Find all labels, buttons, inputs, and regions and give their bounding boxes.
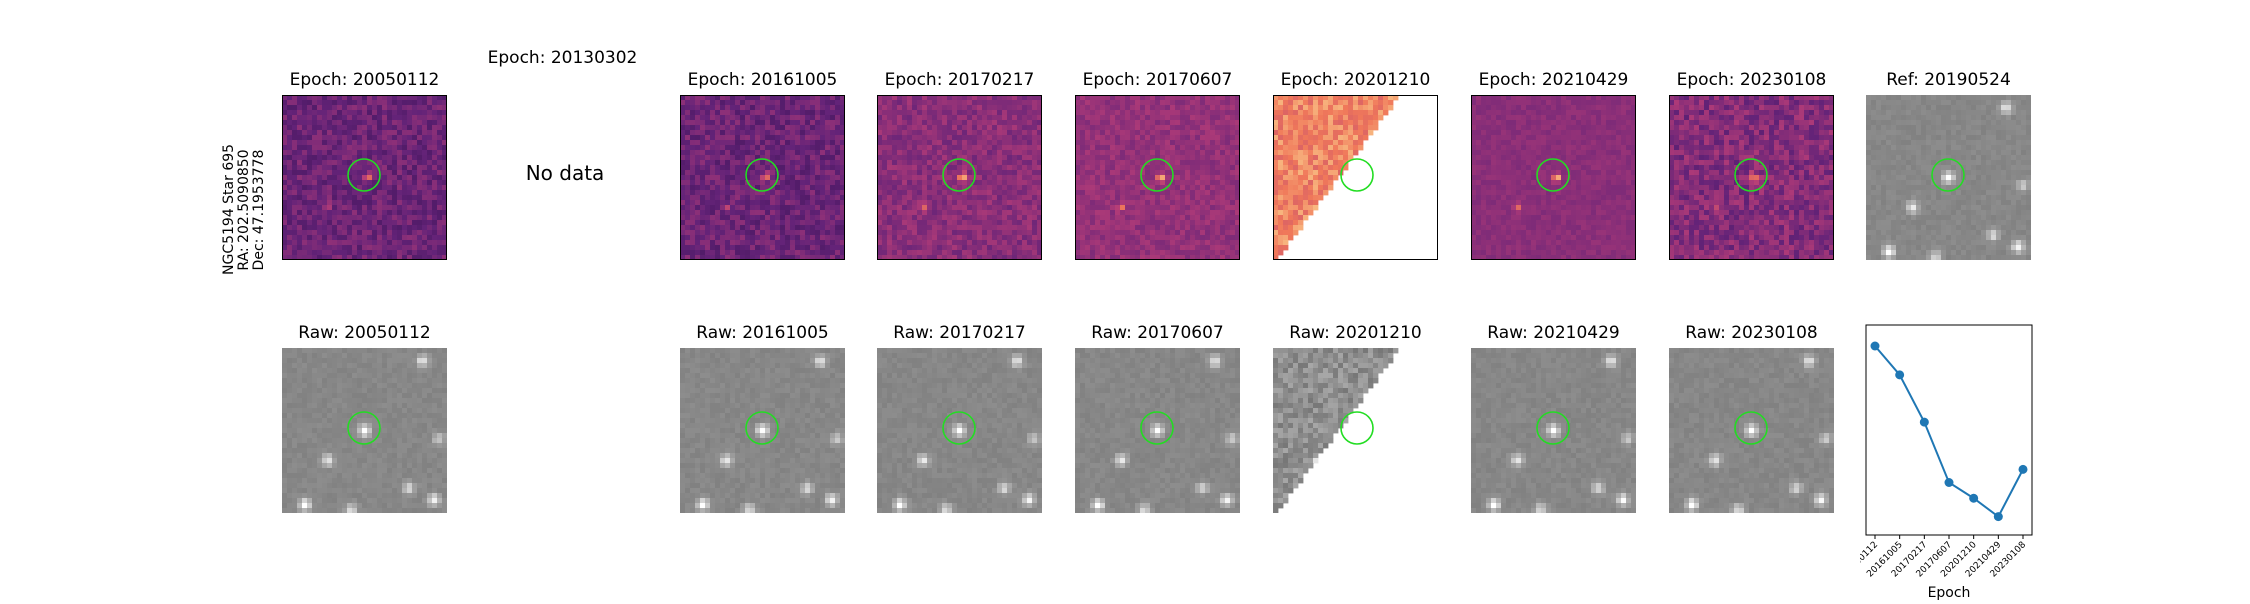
raw-image-3 bbox=[877, 348, 1042, 513]
raw-image-5 bbox=[1273, 348, 1438, 513]
epoch-image-4 bbox=[1075, 95, 1240, 260]
data-point-5 bbox=[1969, 494, 1978, 503]
chart-axes-frame bbox=[1866, 325, 2032, 535]
epoch-title-8: Epoch: 20230108 bbox=[1669, 70, 1834, 90]
diff-flux-chart-svg: 2005011220161005201702172017060720201210… bbox=[1860, 322, 2050, 600]
raw-image-3-image bbox=[877, 348, 1042, 513]
raw-title-2: Raw: 20161005 bbox=[680, 323, 845, 343]
ref-title: Ref: 20190524 bbox=[1866, 70, 2031, 90]
epoch-image-2-image bbox=[680, 95, 845, 260]
raw-image-1 bbox=[282, 348, 447, 513]
raw-image-6-image bbox=[1471, 348, 1636, 513]
epoch-title-5: Epoch: 20170607 bbox=[1075, 70, 1240, 90]
epoch-title-7: Epoch: 20210429 bbox=[1471, 70, 1636, 90]
raw-image-4 bbox=[1075, 348, 1240, 513]
ref-image-image bbox=[1866, 95, 2031, 260]
epoch-title-1: Epoch: 20050112 bbox=[282, 70, 447, 90]
data-point-3 bbox=[1920, 418, 1929, 427]
star-ra: RA: 202.5090850 bbox=[236, 149, 252, 270]
star-info-label: NGC5194 Star 695 RA: 202.5090850 Dec: 47… bbox=[222, 145, 252, 275]
data-point-4 bbox=[1945, 478, 1954, 487]
data-point-1 bbox=[1871, 342, 1880, 351]
raw-title-6: Raw: 20210429 bbox=[1471, 323, 1636, 343]
raw-image-1-image bbox=[282, 348, 447, 513]
raw-image-5-target-circle bbox=[1341, 412, 1373, 444]
raw-image-4-image bbox=[1075, 348, 1240, 513]
raw-image-5-image bbox=[1273, 348, 1438, 513]
epoch-title-6: Epoch: 20201210 bbox=[1273, 70, 1438, 90]
raw-title-3: Raw: 20170217 bbox=[877, 323, 1042, 343]
epoch-image-2 bbox=[680, 95, 845, 260]
raw-title-7: Raw: 20230108 bbox=[1669, 323, 1834, 343]
raw-image-7-image bbox=[1669, 348, 1834, 513]
ref-image bbox=[1866, 95, 2031, 260]
epoch-image-4-image bbox=[1075, 95, 1240, 260]
epoch-image-7 bbox=[1669, 95, 1834, 260]
epoch-image-6-image bbox=[1471, 95, 1636, 260]
data-point-2 bbox=[1895, 370, 1904, 379]
epoch-title-3: Epoch: 20161005 bbox=[680, 70, 845, 90]
raw-image-2-image bbox=[680, 348, 845, 513]
raw-image-7 bbox=[1669, 348, 1834, 513]
epoch-title-2: Epoch: 20130302 bbox=[480, 48, 645, 68]
epoch-image-1-image bbox=[282, 95, 447, 260]
raw-title-5: Raw: 20201210 bbox=[1273, 323, 1438, 343]
x-axis-label: Epoch bbox=[1928, 585, 1971, 600]
no-data-text: No data bbox=[500, 161, 630, 185]
epoch-image-5-target-circle bbox=[1341, 159, 1373, 191]
raw-title-1: Raw: 20050112 bbox=[282, 323, 447, 343]
epoch-image-3 bbox=[877, 95, 1042, 260]
raw-title-4: Raw: 20170607 bbox=[1075, 323, 1240, 343]
raw-image-2 bbox=[680, 348, 845, 513]
epoch-title-4: Epoch: 20170217 bbox=[877, 70, 1042, 90]
epoch-image-3-image bbox=[877, 95, 1042, 260]
data-point-6 bbox=[1994, 512, 2003, 521]
epoch-image-1 bbox=[282, 95, 447, 260]
epoch-image-6 bbox=[1471, 95, 1636, 260]
data-point-7 bbox=[2019, 465, 2028, 474]
star-name: NGC5194 Star 695 bbox=[221, 144, 237, 275]
star-dec: Dec: 47.1953778 bbox=[251, 150, 267, 271]
epoch-image-7-image bbox=[1669, 95, 1834, 260]
raw-image-6 bbox=[1471, 348, 1636, 513]
epoch-image-5 bbox=[1273, 95, 1438, 260]
epoch-image-5-image bbox=[1273, 95, 1438, 260]
